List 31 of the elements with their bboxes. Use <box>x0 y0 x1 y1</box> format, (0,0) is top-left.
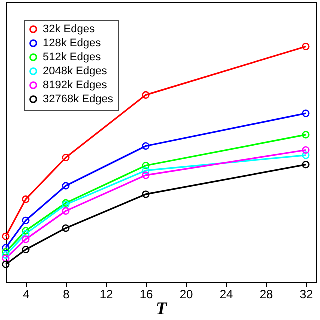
point <box>22 236 30 244</box>
point <box>22 246 30 254</box>
point <box>62 207 70 215</box>
legend-label: 2048k Edges <box>43 66 108 78</box>
x-tick-label: 28 <box>260 288 274 302</box>
x-tick-label: 12 <box>100 288 114 302</box>
point <box>22 227 30 235</box>
legend-label: 32768k Edges <box>43 94 114 106</box>
point <box>22 230 30 238</box>
point <box>22 216 30 224</box>
legend-label: 512k Edges <box>43 52 102 64</box>
point <box>142 190 150 198</box>
x-tick-label: 4 <box>23 288 30 302</box>
legend-label: 128k Edges <box>43 38 102 50</box>
point <box>62 224 70 232</box>
x-tick-label: 32 <box>300 288 314 302</box>
point <box>62 154 70 162</box>
point <box>142 172 150 180</box>
x-tick-label: 20 <box>180 288 194 302</box>
point <box>62 182 70 190</box>
point <box>142 91 150 99</box>
x-tick-label: 24 <box>220 288 234 302</box>
legend-label: 8192k Edges <box>43 80 108 92</box>
point <box>142 142 150 150</box>
point <box>22 196 30 204</box>
x-tick-label: 8 <box>63 288 70 302</box>
x-axis-title: T <box>156 298 168 318</box>
point <box>142 166 150 174</box>
point <box>142 162 150 170</box>
legend-label: 32k Edges <box>43 24 96 36</box>
x-tick-label: 16 <box>140 288 154 302</box>
